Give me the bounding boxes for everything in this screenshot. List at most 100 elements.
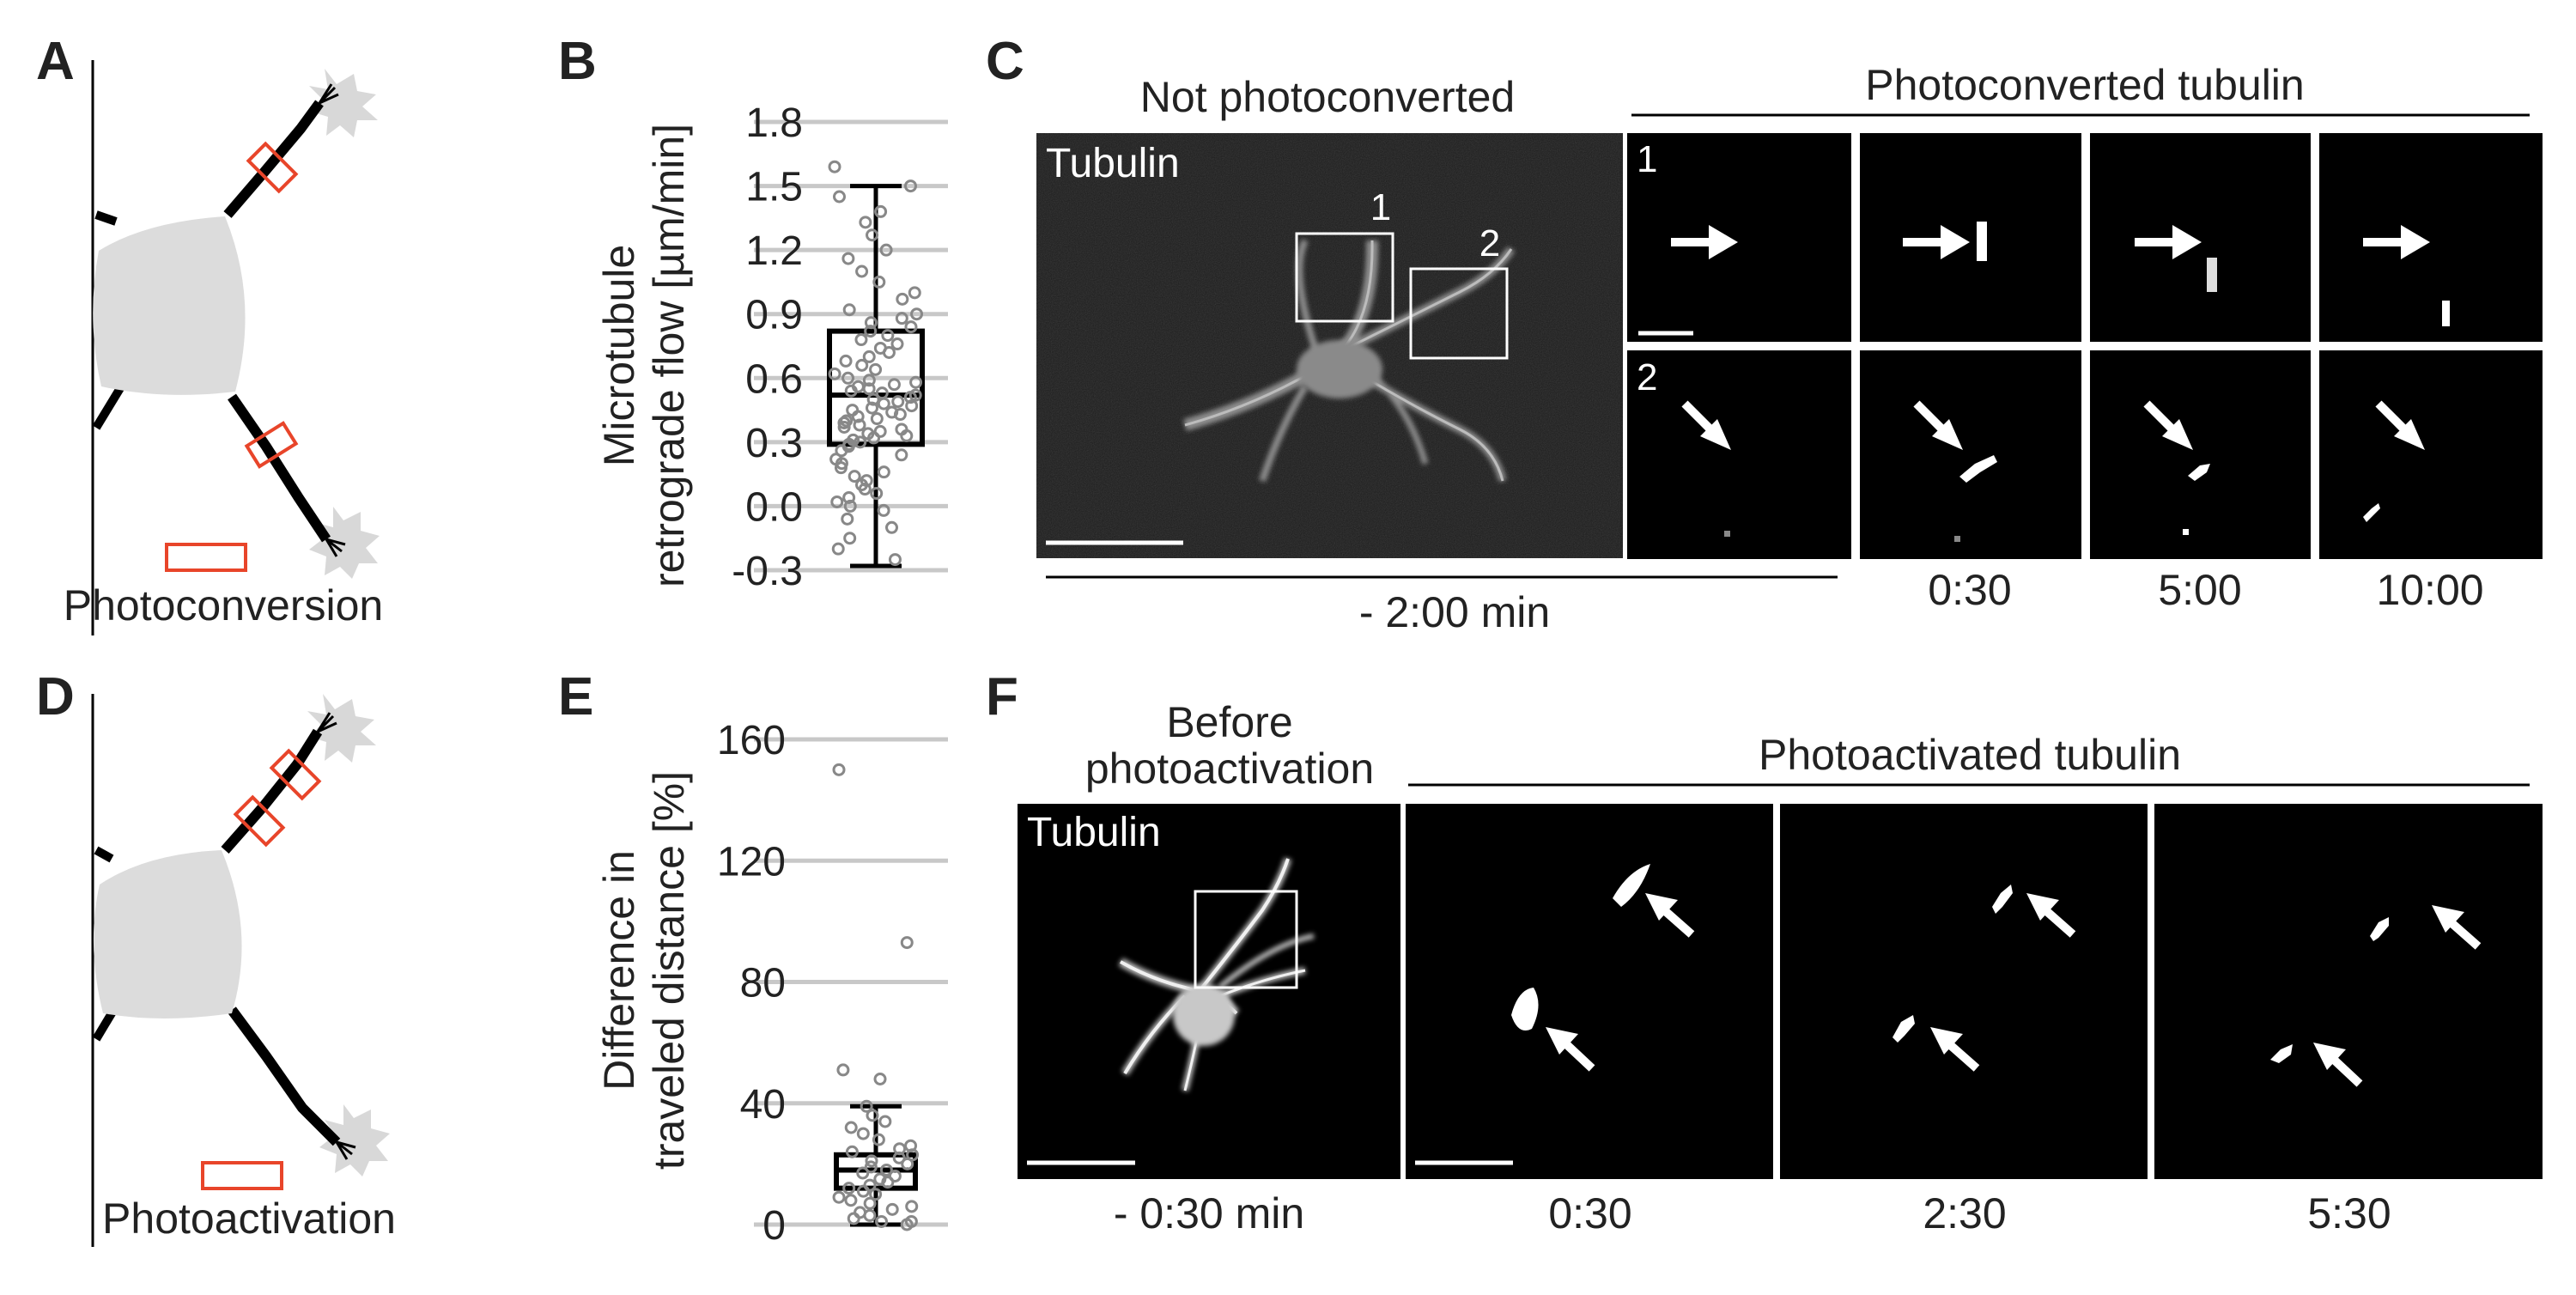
arrow-icon: [2143, 400, 2193, 450]
tick-label: 1.5: [745, 165, 803, 210]
c-row-label-1: 1: [1637, 138, 1657, 180]
data-point: [842, 1182, 856, 1195]
c-time-3: 10:00: [2376, 566, 2483, 614]
arrow-icon: [2363, 225, 2430, 259]
panel-letter-d: D: [36, 667, 75, 727]
data-point: [865, 1154, 878, 1168]
data-point: [856, 1184, 870, 1198]
f-signal-mark: [1511, 988, 1539, 1031]
data-point: [877, 397, 890, 410]
arrow-icon: [1903, 225, 1970, 259]
arrow-icon: [1913, 400, 1963, 450]
data-point: [866, 228, 879, 242]
data-point: [832, 763, 846, 776]
c-channel-label: Tubulin: [1046, 141, 1180, 186]
data-point: [900, 429, 914, 442]
panel-b: B Microtubule retrograde flow [µm/min] -…: [558, 32, 948, 594]
b-ylabel-line1: Microtubule: [595, 245, 643, 466]
data-point: [830, 495, 844, 508]
data-point: [832, 1190, 846, 1204]
data-point: [895, 312, 908, 325]
c-signal-mark: [2183, 529, 2189, 535]
growth-cone-bottom: [309, 507, 380, 579]
c-signal-mark: [2207, 258, 2217, 292]
data-point: [842, 490, 856, 504]
f-signal-mark: [1613, 864, 1650, 907]
chart-b-plot: -0.3 0.0 0.3 0.6 0.9 1.2 1.5 1.8: [732, 100, 948, 594]
data-point: [900, 1218, 914, 1231]
tick-label: 0.6: [745, 356, 803, 402]
c-signal-mark: [2442, 301, 2450, 326]
data-point: [863, 1196, 877, 1210]
data-point: [837, 416, 851, 429]
data-point: [863, 1208, 877, 1222]
data-point: [870, 412, 884, 426]
data-point: [903, 179, 917, 193]
data-point: [860, 1099, 873, 1113]
data-point: [856, 1166, 870, 1180]
tick-label: 80: [740, 961, 786, 1006]
panel-letter-f: F: [986, 667, 1018, 727]
f-time-2: 2:30: [1923, 1189, 2006, 1237]
data-point: [834, 461, 848, 475]
data-point: [890, 337, 904, 351]
f-roi-box: [1194, 890, 1298, 989]
tick-label: -0.3: [732, 549, 803, 594]
data-point: [848, 470, 861, 483]
data-point: [891, 395, 905, 409]
f-time-1: 0:30: [1548, 1189, 1631, 1237]
data-point: [858, 483, 872, 496]
neurite-left-bottom: [92, 386, 125, 430]
data-point: [832, 190, 846, 204]
c-signal-mark: [1724, 531, 1730, 537]
arrow-icon: [1930, 1027, 1980, 1072]
arrow-icon: [1546, 1027, 1595, 1072]
data-point: [881, 329, 895, 343]
data-point: [828, 160, 841, 173]
data-point: [843, 499, 857, 513]
data-point: [839, 354, 853, 368]
neurite-left-top: [94, 210, 118, 226]
arrow-icon: [2026, 893, 2076, 938]
f-series-title: Photoactivated tubulin: [1759, 731, 2181, 779]
data-point: [867, 431, 881, 445]
data-point: [844, 1194, 858, 1207]
arrow-icon: [2432, 905, 2482, 950]
data-point: [869, 1188, 883, 1201]
data-point: [874, 204, 888, 218]
data-point: [908, 286, 921, 300]
data-point: [870, 487, 884, 501]
filopodia-a: [318, 83, 346, 557]
data-point: [854, 333, 868, 347]
tick-label: 0.3: [745, 421, 803, 466]
data-point: [887, 378, 901, 392]
arrow-icon: [2375, 400, 2425, 450]
arrow-icon: [1681, 400, 1731, 450]
panel-d: D Photoactivation: [36, 667, 396, 1247]
c-roi-box-2: [1409, 267, 1509, 360]
c-signal-mark: [2363, 503, 2380, 522]
c-signal-mark: [1959, 455, 1997, 483]
arrow-icon: [1645, 893, 1695, 938]
c-signal-mark: [2188, 464, 2210, 481]
data-point: [841, 252, 855, 265]
f-overview-time: - 0:30 min: [1114, 1189, 1304, 1237]
data-point: [862, 382, 876, 396]
data-point: [901, 1157, 914, 1170]
tick-label: 1.8: [745, 100, 803, 146]
data-point: [856, 1127, 870, 1140]
legend-rectangle-a: [165, 543, 247, 572]
tick-label: 40: [740, 1082, 786, 1128]
data-point: [896, 292, 909, 306]
f-overview-image: Tubulin: [1018, 804, 1400, 1179]
c-roi-box-1: [1295, 232, 1394, 323]
data-point: [882, 345, 896, 359]
cell-body-a: [93, 216, 246, 395]
f-signal-mark: [1992, 885, 2013, 914]
data-point: [865, 401, 878, 415]
chart-e-plot: 0 40 80 120 160: [717, 718, 948, 1249]
data-point: [904, 320, 918, 334]
data-point: [885, 1202, 899, 1216]
data-point: [905, 399, 919, 413]
